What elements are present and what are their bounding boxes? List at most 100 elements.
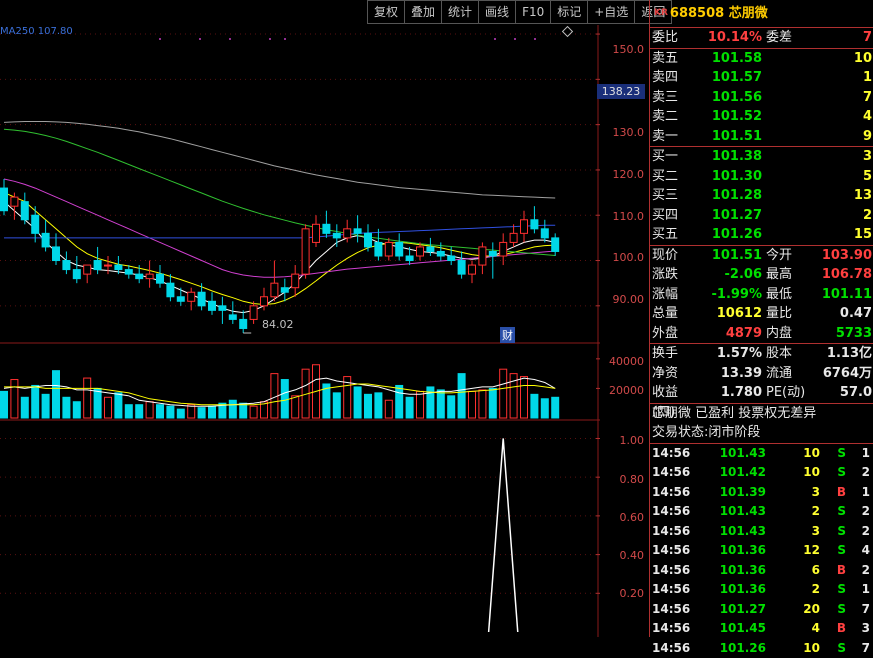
tick-volume: 4	[766, 619, 820, 639]
volume-bar	[146, 402, 153, 418]
candle-body	[11, 197, 18, 206]
indicator-tick: 1.00	[620, 434, 645, 447]
quote-label: 现价	[650, 246, 698, 266]
tick-price: 101.39	[712, 483, 766, 503]
quote-value: 103.90	[816, 246, 872, 266]
tick-volume: 2	[766, 580, 820, 600]
candle-body	[198, 292, 205, 306]
quote-label: 量比	[762, 304, 816, 324]
tick-price: 101.27	[712, 600, 766, 620]
f10-button[interactable]: F10	[515, 0, 550, 24]
candle-body	[281, 288, 288, 293]
price-tick: 150.0	[613, 43, 645, 56]
trade-status: 交易状态:闭市阶段	[650, 423, 760, 443]
mark-button[interactable]: 标记	[550, 0, 587, 24]
volume-bar	[365, 394, 372, 418]
candle-body	[302, 229, 309, 274]
fundamentals-value: 13.39	[698, 364, 762, 384]
candle-body	[354, 229, 361, 234]
tick-side: S	[820, 580, 846, 600]
candle-body	[32, 215, 39, 233]
tick-price: 101.36	[712, 561, 766, 581]
volume-tick: 40000	[609, 355, 644, 368]
bid-price: 101.30	[698, 167, 762, 187]
candle-body	[177, 297, 184, 302]
volume-bar	[552, 397, 559, 418]
add-watchlist-button[interactable]: +自选	[587, 0, 634, 24]
tick-time: 14:56	[650, 463, 712, 483]
ask-label: 卖五	[650, 49, 698, 69]
ask-price: 101.52	[698, 107, 762, 127]
tick-price: 101.36	[712, 580, 766, 600]
bid-label: 买四	[650, 206, 698, 226]
quote-label: 总量	[650, 304, 698, 324]
stats-button[interactable]: 统计	[441, 0, 478, 24]
volume-bar	[489, 388, 496, 418]
tick-count: 1	[846, 580, 870, 600]
ask-volume: 1	[762, 68, 872, 88]
candle-body	[105, 265, 112, 266]
volume-bar	[42, 394, 49, 418]
candle-body	[53, 247, 60, 261]
fundamentals-value: 57.0	[816, 383, 872, 403]
candle-body	[365, 233, 372, 247]
candle-body	[229, 315, 236, 320]
tick-side: S	[820, 600, 846, 620]
volume-bar	[469, 391, 476, 418]
bid-volume: 2	[762, 206, 872, 226]
fundamentals-value: 6764万	[816, 364, 872, 384]
tick-time: 14:56	[650, 580, 712, 600]
draw-line-button[interactable]: 画线	[478, 0, 515, 24]
volume-bar	[500, 369, 507, 418]
cai-badge[interactable]: 财	[500, 327, 515, 343]
volume-bar	[229, 400, 236, 418]
volume-bar	[1, 391, 8, 418]
tick-price: 101.45	[712, 619, 766, 639]
volume-bar	[63, 397, 70, 418]
fundamentals-label: 收益(四)	[650, 383, 698, 403]
signal-dot	[229, 38, 231, 40]
ask-price: 101.56	[698, 88, 762, 108]
volume-bar	[11, 380, 18, 418]
volume-bar	[333, 393, 340, 418]
tick-price: 101.43	[712, 444, 766, 464]
candle-body	[94, 261, 101, 270]
tick-time: 14:56	[650, 502, 712, 522]
candle-body	[167, 283, 174, 297]
tick-count: 4	[846, 541, 870, 561]
ma-line	[4, 202, 555, 313]
bid-label: 买一	[650, 147, 698, 167]
candle-body	[375, 242, 382, 256]
candle-body	[1, 188, 8, 211]
ask-label: 卖一	[650, 127, 698, 147]
candle-body	[541, 229, 548, 238]
signal-dot	[269, 38, 271, 40]
candle-body	[240, 319, 247, 328]
fuquan-button[interactable]: 复权	[367, 0, 404, 24]
tick-side: B	[820, 619, 846, 639]
candle-body	[125, 270, 132, 275]
candle-body	[115, 265, 122, 270]
candle-body	[250, 306, 257, 320]
volume-bar	[479, 390, 486, 418]
candle-body	[188, 292, 195, 301]
indicator-tick: 0.20	[620, 587, 645, 600]
bid-volume: 3	[762, 147, 872, 167]
quote-value: 4879	[698, 324, 762, 344]
candle-body	[344, 229, 351, 238]
tick-side: S	[820, 541, 846, 561]
tick-count: 7	[846, 639, 870, 658]
indicator-tick: 0.60	[620, 511, 645, 524]
tick-side: S	[820, 522, 846, 542]
overlay-button[interactable]: 叠加	[404, 0, 441, 24]
candle-body	[521, 220, 528, 234]
